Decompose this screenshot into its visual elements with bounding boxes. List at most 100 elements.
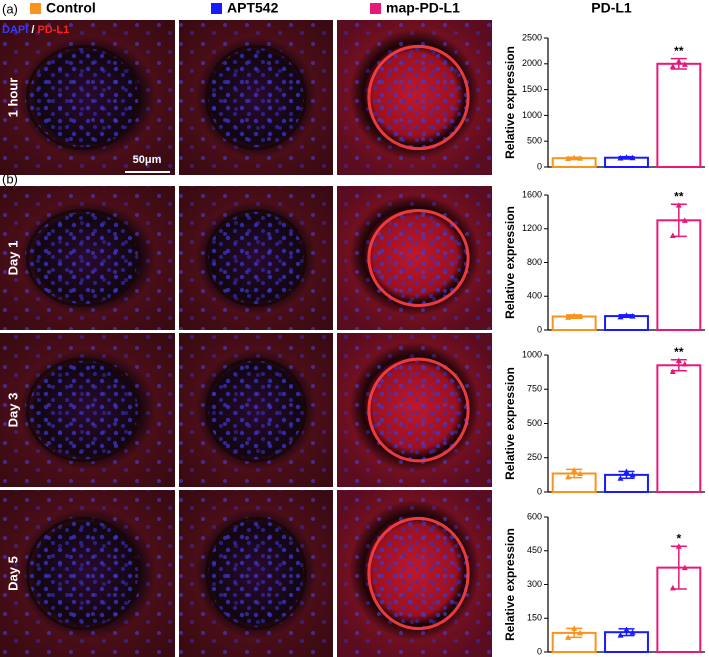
y-tick-label: 0	[537, 324, 542, 334]
data-point	[577, 629, 584, 636]
data-point	[623, 468, 630, 474]
row-label: Day 3	[5, 393, 20, 428]
data-point	[669, 584, 676, 591]
bar	[656, 364, 702, 493]
y-tick-label: 600	[527, 511, 542, 521]
data-point	[617, 632, 624, 638]
data-point	[681, 360, 688, 367]
y-axis-label: Relative expression	[503, 367, 517, 480]
y-tick-label: 0	[537, 486, 542, 496]
row-label: Day 5	[5, 556, 20, 591]
data-point	[681, 217, 688, 223]
data-point	[675, 357, 682, 363]
glomerulus	[26, 357, 141, 463]
glomerulus	[26, 44, 141, 151]
glomerulus	[205, 516, 307, 631]
data-point	[629, 629, 636, 635]
legend-swatch	[30, 3, 41, 14]
micrographs	[0, 20, 492, 657]
row-label: 1 hour	[5, 78, 20, 118]
y-tick-label: 1000	[522, 110, 542, 120]
y-tick-label: 400	[527, 291, 542, 301]
y-axis-label: Relative expression	[503, 528, 517, 641]
y-axis-label: Relative expression	[503, 46, 517, 159]
data-point	[571, 467, 578, 473]
y-tick-label: 750	[527, 384, 542, 394]
panel-label: (b)	[2, 171, 18, 186]
bar	[656, 62, 702, 168]
y-tick-label: 0	[537, 161, 542, 171]
data-point	[681, 564, 688, 571]
glomerulus	[367, 516, 470, 631]
data-point	[565, 314, 572, 320]
data-point	[571, 312, 578, 319]
data-point	[571, 154, 578, 161]
data-point	[623, 154, 630, 160]
data-point	[629, 154, 636, 161]
data-point	[629, 471, 636, 478]
data-point	[577, 155, 584, 161]
y-axis-label: Relative expression	[503, 206, 517, 319]
data-point	[565, 473, 572, 480]
data-point	[681, 61, 688, 67]
panel-label: (a)	[2, 1, 18, 16]
significance: **	[674, 345, 684, 359]
y-tick-label: 2500	[522, 32, 542, 42]
glomerulus	[367, 357, 470, 463]
glomerulus	[205, 357, 307, 463]
y-tick-label: 1000	[522, 349, 542, 359]
legend-label: Control	[46, 0, 96, 16]
data-point	[617, 475, 624, 481]
glomerulus	[367, 44, 470, 151]
glomerulus	[367, 208, 470, 308]
legend-swatch	[211, 3, 222, 14]
y-tick-label: 500	[527, 418, 542, 428]
legend-swatch	[370, 3, 381, 14]
y-tick-label: 2000	[522, 58, 542, 68]
glomerulus	[205, 44, 307, 151]
row-label: Day 1	[5, 241, 20, 276]
bar	[604, 315, 649, 331]
data-point	[617, 313, 624, 320]
stain: PD-L1	[37, 24, 69, 36]
data-point	[617, 154, 624, 161]
y-tick-label: 0	[537, 646, 542, 656]
y-tick-label: 300	[527, 579, 542, 589]
stain: /	[31, 24, 34, 36]
y-tick-label: 250	[527, 452, 542, 462]
data-point	[675, 543, 682, 549]
data-point	[669, 232, 676, 238]
y-tick-label: 150	[527, 613, 542, 623]
chart-title: PD-L1	[591, 0, 632, 16]
legend-label: map-PD-L1	[386, 0, 460, 16]
stain-label: DAPI / PD-L1	[2, 24, 69, 36]
legend-label: APT542	[227, 0, 279, 16]
significance: **	[674, 44, 684, 58]
data-point	[565, 155, 572, 161]
data-point	[565, 634, 572, 640]
stain: DAPI	[2, 24, 28, 36]
data-point	[669, 63, 676, 69]
glomerulus	[26, 516, 141, 631]
y-tick-label: 1200	[522, 223, 542, 233]
data-point	[623, 312, 630, 318]
y-tick-label: 450	[527, 545, 542, 555]
data-point	[675, 202, 682, 208]
data-point	[577, 313, 584, 319]
data-point	[623, 626, 630, 632]
data-point	[675, 58, 682, 64]
y-tick-label: 1500	[522, 84, 542, 94]
glomerulus	[26, 208, 141, 308]
data-point	[629, 313, 636, 319]
y-tick-label: 500	[527, 136, 542, 146]
y-tick-label: 1600	[522, 189, 542, 199]
data-point	[571, 625, 578, 631]
glomerulus	[205, 208, 307, 308]
y-tick-label: 800	[527, 257, 542, 267]
significance: *	[676, 531, 681, 545]
data-point	[669, 368, 676, 374]
scale-bar-label: 50μm	[133, 154, 162, 166]
significance: **	[674, 189, 684, 203]
